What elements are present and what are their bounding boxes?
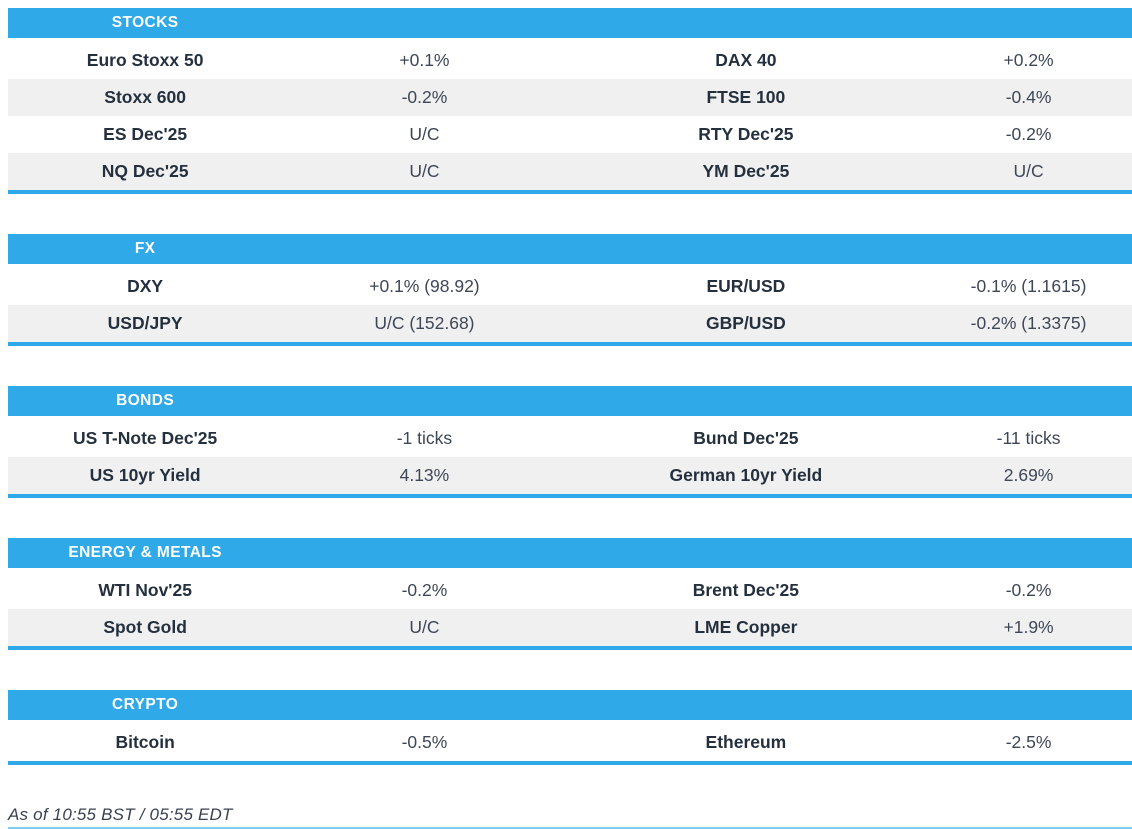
table-row: Spot Gold U/C LME Copper +1.9% — [8, 609, 1132, 646]
instrument-value: +1.9% — [1003, 617, 1054, 637]
section-divider — [8, 646, 1132, 650]
section-rows: WTI Nov'25 -0.2% Brent Dec'25 -0.2% Spot Gol… — [8, 572, 1132, 646]
table-row: NQ Dec'25 U/C YM Dec'25 U/C — [8, 153, 1132, 190]
section-title: CRYPTO — [112, 696, 179, 713]
instrument-value: -0.2% (1.3375) — [970, 313, 1087, 333]
section-bonds: BONDS US T-Note Dec'25 -1 ticks Bund Dec'2… — [8, 386, 1132, 498]
section-divider — [8, 761, 1132, 765]
section-header: CRYPTO — [8, 690, 1132, 720]
section-title: ENERGY & METALS — [68, 544, 222, 561]
section-energy-metals: ENERGY & METALS WTI Nov'25 -0.2% Brent Dec… — [8, 538, 1132, 650]
instrument-name: ES Dec'25 — [103, 124, 188, 144]
instrument-value: 4.13% — [399, 465, 450, 485]
instrument-value: U/C (152.68) — [374, 313, 475, 333]
instrument-value: U/C — [409, 161, 440, 181]
instrument-value: U/C — [1013, 161, 1044, 181]
section-title: STOCKS — [111, 14, 179, 31]
instrument-value: -11 ticks — [996, 428, 1061, 448]
instrument-name: GBP/USD — [706, 313, 786, 333]
instrument-name: Euro Stoxx 50 — [86, 50, 204, 70]
instrument-name: FTSE 100 — [706, 87, 786, 107]
instrument-name: YM Dec'25 — [702, 161, 790, 181]
section-crypto: CRYPTO Bitcoin -0.5% Ethereum -2.5% — [8, 690, 1132, 765]
table-row: Euro Stoxx 50 +0.1% DAX 40 +0.2% — [8, 42, 1132, 79]
section-rows: Bitcoin -0.5% Ethereum -2.5% — [8, 724, 1132, 761]
section-fx: FX DXY +0.1% (98.92) EUR/USD -0.1% (1.1615)… — [8, 234, 1132, 346]
table-row: US 10yr Yield 4.13% German 10yr Yield 2.69% — [8, 457, 1132, 494]
section-header: FX — [8, 234, 1132, 264]
table-row: DXY +0.1% (98.92) EUR/USD -0.1% (1.1615) — [8, 268, 1132, 305]
instrument-name: US 10yr Yield — [89, 465, 201, 485]
instrument-name: LME Copper — [694, 617, 798, 637]
table-row: USD/JPY U/C (152.68) GBP/USD -0.2% (1.3375) — [8, 305, 1132, 342]
instrument-value: +0.1% — [399, 50, 450, 70]
instrument-name: WTI Nov'25 — [98, 580, 192, 600]
instrument-name: Ethereum — [705, 732, 787, 752]
section-header: ENERGY & METALS — [8, 538, 1132, 568]
instrument-name: German 10yr Yield — [669, 465, 823, 485]
instrument-value: -0.2% — [401, 87, 448, 107]
instrument-name: US T-Note Dec'25 — [73, 428, 218, 448]
instrument-value: U/C — [409, 617, 440, 637]
section-divider — [8, 494, 1132, 498]
section-rows: US T-Note Dec'25 -1 ticks Bund Dec'25 -11 t… — [8, 420, 1132, 494]
section-divider — [8, 342, 1132, 346]
section-header: BONDS — [8, 386, 1132, 416]
instrument-name: EUR/USD — [706, 276, 786, 296]
instrument-name: RTY Dec'25 — [698, 124, 794, 144]
next-section-edge — [8, 827, 1132, 829]
instrument-value: -0.2% — [1005, 580, 1052, 600]
table-row: WTI Nov'25 -0.2% Brent Dec'25 -0.2% — [8, 572, 1132, 609]
sections: STOCKS Euro Stoxx 50 +0.1% DAX 40 +0.2% Stox… — [8, 8, 1132, 765]
instrument-value: -0.2% — [401, 580, 448, 600]
table-row: Bitcoin -0.5% Ethereum -2.5% — [8, 724, 1132, 761]
table-row: US T-Note Dec'25 -1 ticks Bund Dec'25 -11 t… — [8, 420, 1132, 457]
instrument-value: +0.1% (98.92) — [369, 276, 480, 296]
instrument-name: DXY — [127, 276, 164, 296]
instrument-value: -1 ticks — [396, 428, 453, 448]
table-row: ES Dec'25 U/C RTY Dec'25 -0.2% — [8, 116, 1132, 153]
instrument-value: -0.5% — [401, 732, 448, 752]
instrument-value: -2.5% — [1005, 732, 1052, 752]
section-title: FX — [134, 240, 156, 257]
instrument-name: Spot Gold — [103, 617, 187, 637]
section-rows: Euro Stoxx 50 +0.1% DAX 40 +0.2% Stoxx 600 -0… — [8, 42, 1132, 190]
instrument-name: Bund Dec'25 — [693, 428, 799, 448]
table-row: Stoxx 600 -0.2% FTSE 100 -0.4% — [8, 79, 1132, 116]
instrument-name: NQ Dec'25 — [101, 161, 189, 181]
instrument-name: DAX 40 — [715, 50, 777, 70]
instrument-value: -0.4% — [1005, 87, 1052, 107]
instrument-value: 2.69% — [1003, 465, 1054, 485]
section-header: STOCKS — [8, 8, 1132, 38]
timestamp-note: As of 10:55 BST / 05:55 EDT — [8, 805, 233, 824]
section-rows: DXY +0.1% (98.92) EUR/USD -0.1% (1.1615) USD… — [8, 268, 1132, 342]
instrument-name: Stoxx 600 — [104, 87, 186, 107]
instrument-name: Bitcoin — [115, 732, 175, 752]
section-title: BONDS — [116, 392, 175, 409]
instrument-name: Brent Dec'25 — [692, 580, 800, 600]
instrument-value: -0.2% — [1005, 124, 1052, 144]
section-stocks: STOCKS Euro Stoxx 50 +0.1% DAX 40 +0.2% Stox… — [8, 8, 1132, 194]
section-divider — [8, 190, 1132, 194]
instrument-value: U/C — [409, 124, 440, 144]
instrument-value: +0.2% — [1003, 50, 1054, 70]
instrument-name: USD/JPY — [107, 313, 183, 333]
instrument-value: -0.1% (1.1615) — [970, 276, 1087, 296]
